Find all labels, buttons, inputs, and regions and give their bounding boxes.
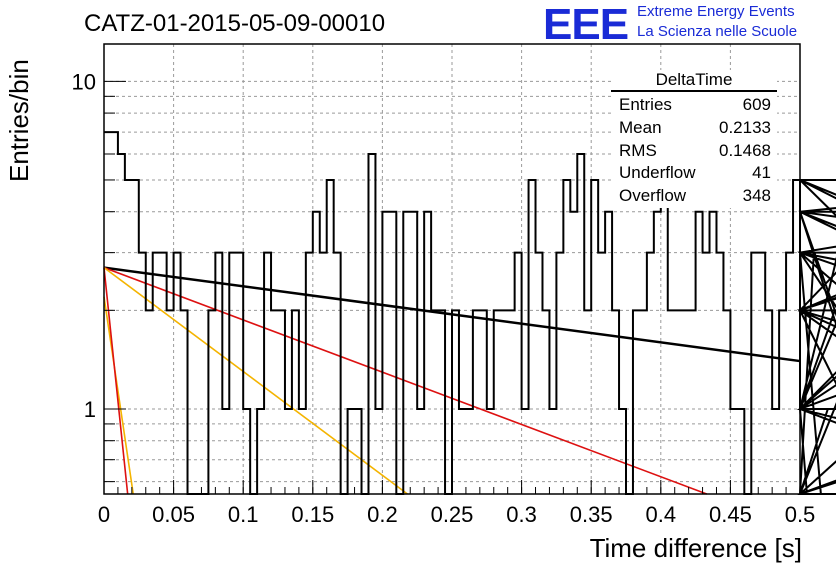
x-tick-label: 0.1 xyxy=(228,502,259,527)
chart-title: CATZ-01-2015-05-09-00010 xyxy=(84,10,386,37)
fit-line xyxy=(103,266,408,495)
x-tick-label: 0.4 xyxy=(646,502,677,527)
axis-ticks xyxy=(103,80,801,494)
stats-label: RMS xyxy=(619,140,657,160)
fit-line xyxy=(103,267,129,495)
logo-text-line1: Extreme Energy Events xyxy=(637,3,795,20)
histogram-step-line xyxy=(104,131,836,495)
logo-text-line2: La Scienza nelle Scuole xyxy=(637,23,798,40)
stats-box: DeltaTime Entries 609 Mean 0.2133 RMS 0.… xyxy=(611,70,777,208)
stats-title: DeltaTime xyxy=(611,70,777,92)
stats-value: 41 xyxy=(752,163,771,183)
fit-line xyxy=(103,296,135,495)
stats-row-underflow: Underflow 41 xyxy=(611,162,777,185)
x-axis-label: Time difference [s] xyxy=(589,533,802,563)
x-tick-label: 0.35 xyxy=(570,502,613,527)
stats-value: 348 xyxy=(742,186,771,206)
y-tick-label: 1 xyxy=(84,397,96,422)
stats-value: 0.1468 xyxy=(719,140,771,160)
fit-line xyxy=(103,266,708,495)
stats-label: Entries xyxy=(619,95,672,114)
y-tick-label: 10 xyxy=(72,69,96,94)
histogram-series xyxy=(104,131,836,495)
y-tick-labels: 1 10 xyxy=(72,69,96,422)
x-tick-label: 0.45 xyxy=(709,502,752,527)
stats-value: 609 xyxy=(742,95,771,114)
x-tick-label: 0.15 xyxy=(291,502,334,527)
stats-label: Overflow xyxy=(619,186,687,206)
x-tick-label: 0.25 xyxy=(431,502,474,527)
stats-row-overflow: Overflow 348 xyxy=(611,185,777,208)
x-tick-label: 0.5 xyxy=(785,502,816,527)
x-tick-label: 0 xyxy=(98,502,110,527)
stats-row-rms: RMS 0.1468 xyxy=(611,140,777,163)
stats-value: 0.2133 xyxy=(719,117,771,137)
x-tick-label: 0.3 xyxy=(506,502,537,527)
x-tick-label: 0.05 xyxy=(152,502,195,527)
x-tick-label: 0.2 xyxy=(367,502,398,527)
eee-logo-mark: EEE xyxy=(543,0,629,49)
x-tick-labels: 0 0.05 0.1 0.15 0.2 0.25 0.3 0.35 0.4 0.45 0.5 xyxy=(98,502,815,527)
stats-row-mean: Mean 0.2133 xyxy=(611,117,777,140)
y-axis-label: Entries/bin xyxy=(4,59,34,182)
stats-row-entries: Entries 609 xyxy=(611,94,777,117)
stats-label: Mean xyxy=(619,117,662,137)
stats-label: Underflow xyxy=(619,163,696,183)
